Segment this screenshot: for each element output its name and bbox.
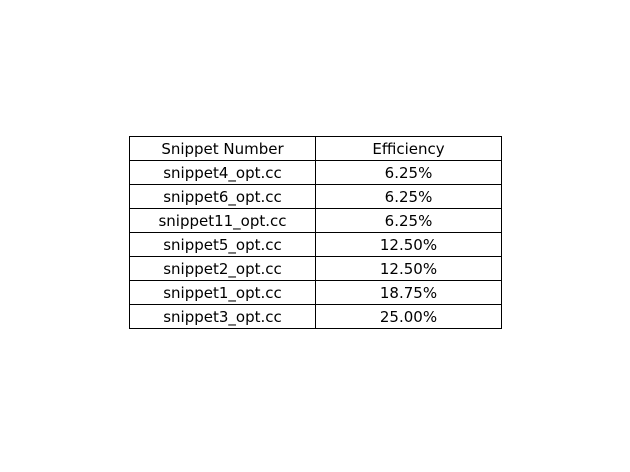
efficiency-table: Snippet Number Efficiency snippet4_opt.c…: [129, 136, 502, 329]
snippet-cell: snippet11_opt.cc: [129, 208, 316, 233]
header-cell-efficiency: Efficiency: [315, 136, 502, 161]
snippet-cell: snippet2_opt.cc: [129, 256, 316, 281]
snippet-cell: snippet1_opt.cc: [129, 280, 316, 305]
table-row: snippet6_opt.cc 6.25%: [129, 184, 502, 209]
efficiency-cell: 25.00%: [315, 304, 502, 329]
table-row: snippet5_opt.cc 12.50%: [129, 232, 502, 257]
snippet-cell: snippet4_opt.cc: [129, 160, 316, 185]
efficiency-cell: 12.50%: [315, 256, 502, 281]
table-row: snippet2_opt.cc 12.50%: [129, 256, 502, 281]
snippet-cell: snippet5_opt.cc: [129, 232, 316, 257]
efficiency-cell: 6.25%: [315, 208, 502, 233]
table-row: snippet1_opt.cc 18.75%: [129, 280, 502, 305]
table-row: snippet4_opt.cc 6.25%: [129, 160, 502, 185]
efficiency-cell: 18.75%: [315, 280, 502, 305]
table-header-row: Snippet Number Efficiency: [129, 136, 502, 161]
header-cell-snippet-number: Snippet Number: [129, 136, 316, 161]
efficiency-cell: 6.25%: [315, 184, 502, 209]
efficiency-cell: 6.25%: [315, 160, 502, 185]
snippet-cell: snippet6_opt.cc: [129, 184, 316, 209]
table-row: snippet11_opt.cc 6.25%: [129, 208, 502, 233]
efficiency-cell: 12.50%: [315, 232, 502, 257]
table-row: snippet3_opt.cc 25.00%: [129, 304, 502, 329]
snippet-cell: snippet3_opt.cc: [129, 304, 316, 329]
